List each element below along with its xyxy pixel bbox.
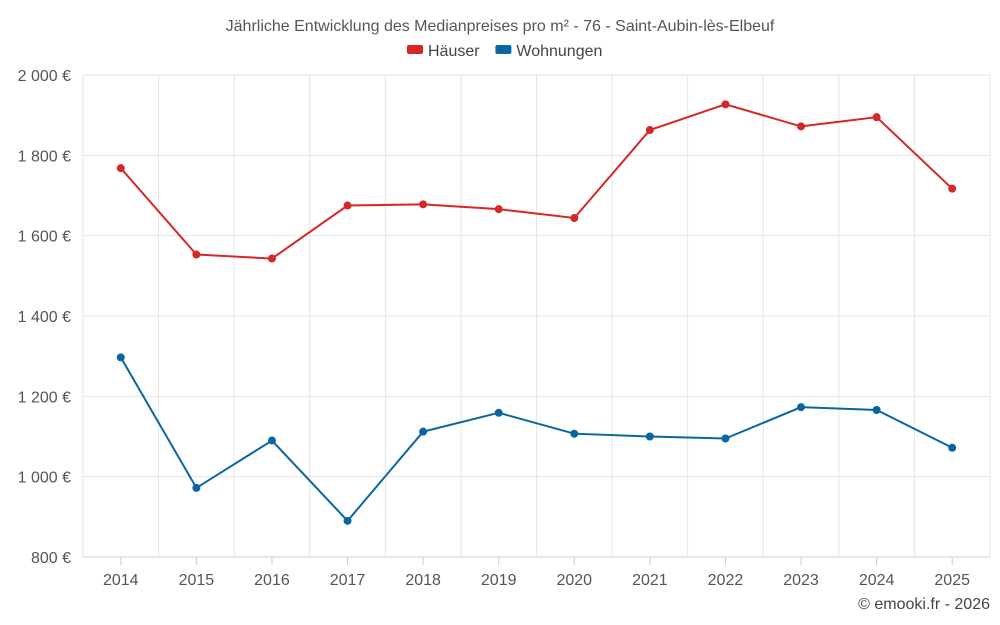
series-group <box>116 100 957 525</box>
legend-label: Häuser <box>428 43 480 60</box>
y-tick-label: 1 200 € <box>18 389 71 406</box>
series-0-point[interactable] <box>116 164 125 173</box>
legend: Häuser Wohnungen <box>407 43 602 60</box>
series-0-point[interactable] <box>721 100 730 109</box>
x-tick-label: 2021 <box>632 572 668 589</box>
grid <box>82 74 991 558</box>
legend-item-1[interactable]: Wohnungen <box>495 43 602 60</box>
x-tick-label: 2018 <box>405 572 441 589</box>
series-1 <box>116 353 957 525</box>
series-1-point[interactable] <box>948 443 957 452</box>
series-0-point[interactable] <box>343 201 352 210</box>
series-1-point[interactable] <box>267 436 276 445</box>
series-0-point[interactable] <box>645 126 654 135</box>
series-1-point[interactable] <box>797 403 806 412</box>
y-tick-label: 800 € <box>31 550 71 567</box>
series-0-point[interactable] <box>872 113 881 122</box>
series-1-point[interactable] <box>872 405 881 414</box>
series-0 <box>116 100 957 263</box>
x-axis-ticks: 2014 2015 2016 2017 2018 2019 2020 2021 2022 2023… <box>103 557 970 589</box>
series-0-point[interactable] <box>797 122 806 131</box>
y-axis-ticks: 800 € 1 000 € 1 200 € 1 400 € 1 600 € 1 800 €… <box>18 68 71 567</box>
x-tick-label: 2022 <box>708 572 744 589</box>
x-tick-label: 2014 <box>103 572 139 589</box>
series-1-point[interactable] <box>419 427 428 436</box>
series-1-point[interactable] <box>645 432 654 441</box>
y-tick-label: 1 400 € <box>18 309 71 326</box>
x-tick-label: 2023 <box>783 572 819 589</box>
chart-title: Jährliche Entwicklung des Medianpreises … <box>226 18 775 35</box>
y-tick-label: 1 000 € <box>18 470 71 487</box>
series-0-point[interactable] <box>570 213 579 222</box>
legend-label: Wohnungen <box>516 43 602 60</box>
series-1-point[interactable] <box>192 483 201 492</box>
series-0-point[interactable] <box>192 250 201 259</box>
y-tick-label: 1 600 € <box>18 229 71 246</box>
series-0-line <box>120 103 953 260</box>
x-tick-label: 2025 <box>934 572 970 589</box>
series-1-point[interactable] <box>570 429 579 438</box>
legend-swatch <box>495 45 512 54</box>
x-tick-label: 2020 <box>556 572 592 589</box>
series-1-line <box>119 356 953 523</box>
y-tick-label: 1 800 € <box>18 148 71 165</box>
series-1-point[interactable] <box>116 353 125 362</box>
legend-swatch <box>407 45 423 54</box>
legend-item-0[interactable]: Häuser <box>407 43 480 60</box>
series-0-point[interactable] <box>267 254 276 263</box>
credit-text: © emooki.fr - 2026 <box>858 596 990 613</box>
x-tick-label: 2017 <box>330 572 366 589</box>
y-tick-label: 2 000 € <box>18 68 71 85</box>
series-0-point[interactable] <box>494 205 503 214</box>
series-0-point[interactable] <box>419 200 428 209</box>
series-1-point[interactable] <box>343 516 352 525</box>
x-tick-label: 2024 <box>859 572 895 589</box>
series-1-point[interactable] <box>494 408 503 417</box>
x-tick-label: 2015 <box>179 572 215 589</box>
x-tick-label: 2016 <box>254 572 290 589</box>
series-0-point[interactable] <box>948 184 957 193</box>
x-tick-label: 2019 <box>481 572 517 589</box>
series-1-point[interactable] <box>721 434 730 443</box>
